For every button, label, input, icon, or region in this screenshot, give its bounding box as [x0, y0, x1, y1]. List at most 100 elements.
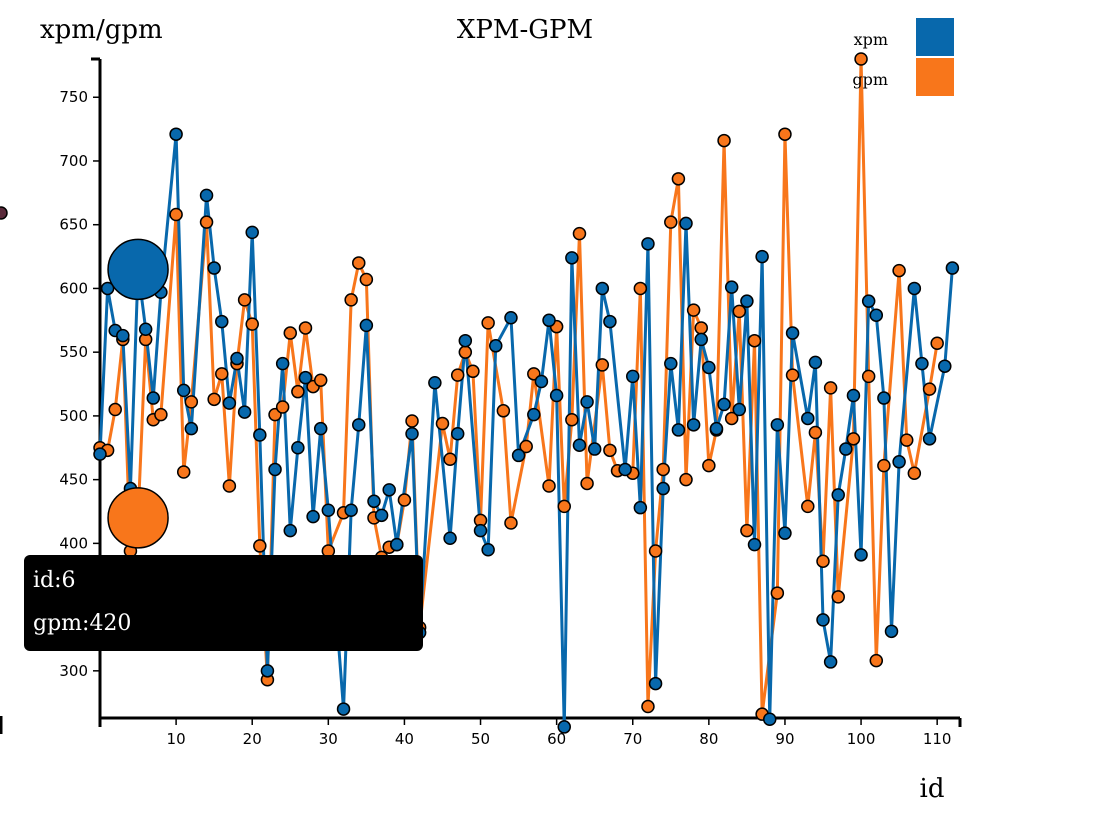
data-point-xpm — [138, 322, 153, 336]
data-point-xpm — [253, 428, 267, 442]
data-point-gpm — [633, 281, 648, 296]
data-point-xpm — [428, 376, 442, 390]
data-point-gpm — [702, 458, 716, 473]
data-point-gpm — [778, 127, 792, 141]
data-point-gpm — [253, 539, 267, 553]
data-point-gpm — [922, 382, 937, 396]
data-point-gpm — [641, 699, 655, 714]
data-point-gpm — [907, 466, 922, 481]
data-point-gpm — [686, 303, 701, 317]
data-point-xpm — [625, 369, 640, 384]
data-point-gpm — [397, 493, 412, 507]
data-point-xpm — [839, 442, 853, 456]
hover-highlight-gpm — [107, 487, 169, 549]
data-point-xpm — [245, 225, 259, 240]
data-point-gpm — [595, 358, 610, 372]
data-point-xpm — [740, 294, 754, 308]
data-point-gpm — [648, 544, 663, 558]
data-point-gpm — [671, 172, 686, 186]
data-point-xpm — [313, 421, 328, 436]
data-point-gpm — [679, 472, 693, 487]
data-point-gpm — [405, 414, 419, 428]
data-point-xpm — [648, 676, 663, 691]
data-point-xpm — [702, 360, 716, 375]
x-tick-label: 70 — [623, 730, 642, 748]
data-point-xpm — [664, 356, 678, 371]
data-point-gpm — [557, 499, 571, 514]
data-point-xpm — [489, 339, 503, 353]
legend-swatch-gpm — [916, 58, 954, 96]
data-point-gpm — [740, 523, 754, 538]
data-point-gpm — [542, 479, 556, 493]
data-point-gpm — [694, 321, 708, 335]
data-point-xpm — [268, 462, 282, 477]
data-point-xpm — [215, 314, 229, 329]
data-point-xpm — [511, 448, 526, 463]
data-point-xpm — [580, 395, 594, 409]
data-point-xpm — [869, 308, 884, 322]
data-point-xpm — [504, 311, 518, 325]
series-line-gpm — [99, 57, 939, 716]
data-point-xpm — [572, 438, 587, 452]
data-point-xpm — [801, 411, 815, 426]
data-point-xpm — [907, 281, 922, 296]
data-point-xpm — [861, 294, 876, 308]
data-point-xpm — [382, 483, 396, 497]
data-point-xpm — [938, 359, 952, 373]
data-point-xpm — [724, 280, 739, 294]
data-point-gpm — [930, 336, 944, 350]
data-point-gpm — [222, 479, 237, 493]
data-point-xpm — [146, 391, 161, 405]
data-point-gpm — [603, 443, 617, 458]
y-tick-label: 700 — [59, 152, 88, 170]
data-point-xpm — [587, 442, 602, 456]
data-point-gpm — [519, 439, 533, 454]
data-point-xpm — [565, 251, 579, 265]
data-point-gpm — [724, 411, 739, 426]
series-line-xpm — [98, 132, 954, 729]
data-point-xpm — [945, 261, 960, 275]
x-tick-label: 30 — [319, 730, 338, 748]
data-point-xpm — [816, 613, 830, 627]
data-point-xpm — [100, 281, 115, 296]
data-point-xpm — [755, 249, 769, 264]
data-point-xpm — [222, 396, 237, 410]
x-tick-label: 10 — [167, 730, 186, 748]
data-point-gpm — [732, 304, 747, 319]
data-point-xpm — [633, 500, 648, 515]
data-point-gpm — [359, 272, 374, 287]
data-point-gpm — [466, 364, 480, 379]
data-point-xpm — [450, 427, 465, 441]
data-point-gpm — [215, 367, 229, 381]
y-tick-label: 450 — [59, 471, 88, 489]
data-point-xpm — [374, 508, 389, 523]
data-point-xpm — [686, 418, 701, 432]
data-point-xpm — [747, 537, 762, 552]
data-point-gpm — [892, 263, 906, 278]
data-point-gpm — [664, 215, 678, 229]
data-point-gpm — [580, 476, 594, 491]
data-point-xpm — [458, 333, 473, 348]
data-point-xpm — [199, 188, 214, 203]
data-point-xpm — [291, 441, 305, 455]
data-point-xpm — [275, 356, 290, 371]
data-point-gpm — [823, 381, 838, 395]
data-point-gpm — [504, 516, 518, 530]
data-point-xpm — [557, 720, 571, 734]
x-tick-label: 50 — [471, 730, 490, 748]
data-point-xpm — [542, 313, 556, 328]
hover-tooltip: id:6 gpm:420 — [24, 555, 423, 651]
x-axis-label: id — [920, 774, 945, 804]
y-tick-label: 600 — [59, 279, 88, 297]
data-point-xpm — [336, 702, 351, 716]
data-point-xpm — [854, 548, 868, 562]
y-tick-label: 650 — [59, 216, 88, 234]
data-point-xpm — [116, 328, 130, 343]
data-point-gpm — [481, 316, 495, 330]
edge-marker — [0, 206, 8, 220]
data-point-gpm — [169, 207, 183, 222]
data-point-gpm — [801, 499, 815, 514]
data-point-gpm — [831, 590, 845, 604]
hover-highlight-xpm — [107, 238, 169, 301]
